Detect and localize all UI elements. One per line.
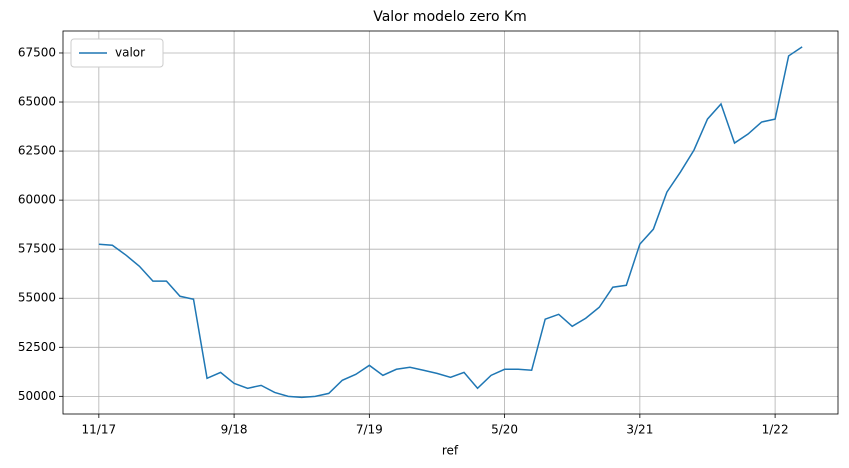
- y-tick-label: 60000: [18, 193, 56, 207]
- chart-title: Valor modelo zero Km: [373, 9, 527, 25]
- data-line: [98, 46, 803, 399]
- y-tick-label: 57500: [18, 242, 56, 256]
- legend: valor: [70, 38, 164, 68]
- legend-box: [70, 38, 164, 68]
- x-tick-label: 5/20: [491, 423, 518, 437]
- plot-frame: [62, 30, 839, 415]
- x-tick-label: 7/19: [356, 423, 383, 437]
- y-tick-label: 50000: [18, 389, 56, 403]
- x-tick-label: 3/21: [626, 423, 653, 437]
- y-tick-label: 55000: [18, 291, 56, 305]
- y-tick-label: 52500: [18, 340, 56, 354]
- legend-label: valor: [115, 46, 145, 60]
- x-tick-label: 9/18: [221, 423, 248, 437]
- y-tick-label: 67500: [18, 45, 56, 59]
- y-tick-label: 65000: [18, 95, 56, 109]
- x-tick-label: 1/22: [762, 423, 789, 437]
- x-axis-label: ref: [442, 444, 459, 458]
- y-tick-label: 62500: [18, 144, 56, 158]
- x-tick-label: 11/17: [82, 423, 117, 437]
